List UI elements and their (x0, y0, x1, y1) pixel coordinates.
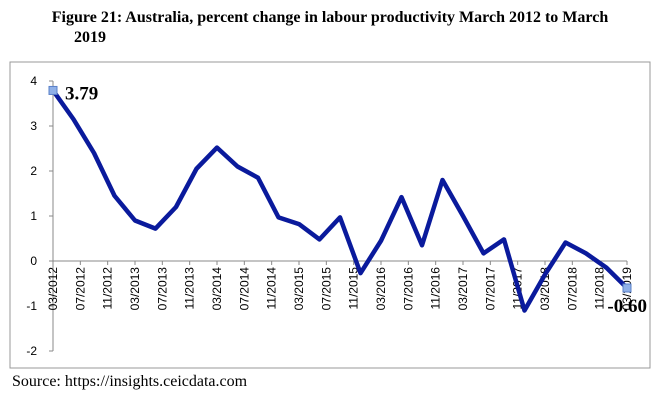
point-marker (622, 283, 632, 293)
y-tick-label: 1 (30, 209, 37, 223)
chart-title: Figure 21: Australia, percent change in … (52, 9, 609, 26)
x-tick-label: 03/2017 (456, 267, 470, 311)
x-tick-label: 07/2016 (401, 267, 415, 311)
x-tick-label: 03/2012 (46, 267, 60, 311)
x-tick-label: 11/2014 (265, 267, 279, 310)
x-tick-label: 07/2017 (483, 267, 497, 311)
x-tick-label: 03/2015 (292, 267, 306, 311)
data-line (51, 89, 629, 313)
x-tick-label: 11/2013 (183, 267, 197, 310)
source: Source: https://insights.ceicdata.com (12, 373, 248, 390)
x-tick-label: 03/2013 (128, 267, 142, 311)
data-label: -0.60 (607, 296, 647, 317)
chart-frame (9, 61, 651, 369)
y-tick-label: 4 (30, 74, 37, 88)
x-tick-label: 03/2014 (210, 267, 224, 311)
y-tick-label: -2 (26, 344, 37, 358)
x-tick-label: 07/2018 (565, 267, 579, 311)
x-tick-label: 07/2014 (237, 267, 251, 311)
x-tick-label: 11/2012 (101, 267, 115, 310)
point-marker (48, 85, 58, 95)
x-tick-label: 07/2013 (155, 267, 169, 311)
y-tick-label: 2 (30, 164, 37, 178)
x-tick-label: 11/2015 (347, 267, 361, 310)
x-tick-label: 11/2016 (429, 267, 443, 310)
y-tick-label: 0 (30, 254, 37, 268)
data-label: 3.79 (65, 83, 98, 104)
chart-title: Figure 21: Australia, percent change in … (52, 9, 609, 46)
y-tick-label: -1 (26, 299, 37, 313)
x-tick-label: 07/2015 (319, 267, 333, 311)
chart-title-line: 2019 (74, 29, 106, 46)
x-tick-label: 07/2012 (73, 267, 87, 311)
x-tick-label: 03/2016 (374, 267, 388, 311)
y-tick-label: 3 (30, 119, 37, 133)
x-tick-label: 11/2018 (593, 267, 607, 310)
